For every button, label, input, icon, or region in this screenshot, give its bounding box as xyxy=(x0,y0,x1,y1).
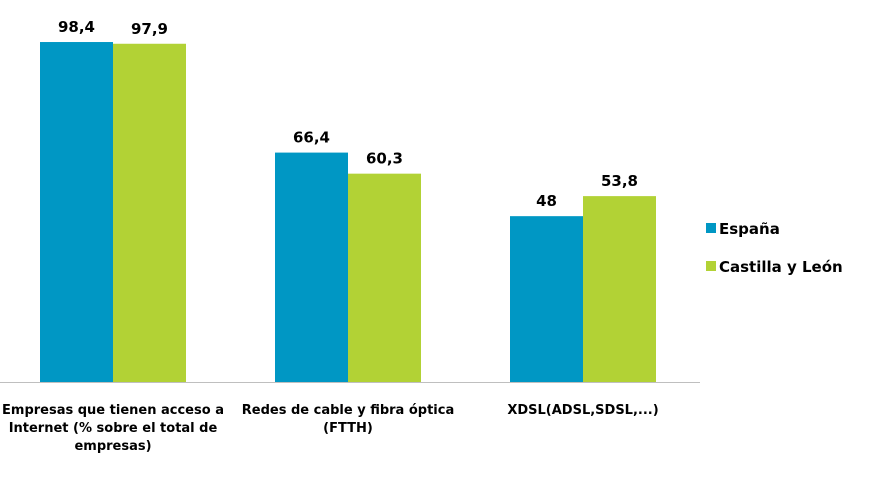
value-label: 53,8 xyxy=(601,172,638,190)
bar xyxy=(113,43,186,383)
label-line: (FTTH) xyxy=(323,421,373,436)
value-label: 66,4 xyxy=(293,129,330,147)
x-tick-label: Empresas que tienen acceso a Internet (% … xyxy=(2,403,224,454)
legend-label: España xyxy=(719,220,780,238)
bar xyxy=(348,173,421,382)
bar xyxy=(510,216,583,382)
value-label: 97,9 xyxy=(131,20,168,38)
value-label: 60,3 xyxy=(366,150,403,168)
bar xyxy=(40,42,113,382)
label-line: Redes de cable y fibra óptica xyxy=(242,403,454,418)
bar xyxy=(275,152,348,382)
x-tick-label: XDSL(ADSL,SDSL,...) xyxy=(507,403,658,418)
label-line: Empresas que tienen acceso a xyxy=(2,403,224,418)
legend-swatch xyxy=(706,223,716,233)
value-label: 98,4 xyxy=(58,18,95,36)
bar xyxy=(583,196,656,382)
legend-label: Castilla y León xyxy=(719,258,843,276)
label-line: empresas) xyxy=(74,439,151,454)
label-line: XDSL(ADSL,SDSL,...) xyxy=(507,403,658,418)
x-tick-label: Redes de cable y fibra óptica (FTTH) xyxy=(242,403,454,436)
label-line: Internet (% sobre el total de xyxy=(9,421,218,436)
value-label: 48 xyxy=(536,192,557,210)
legend-swatch xyxy=(706,261,716,271)
